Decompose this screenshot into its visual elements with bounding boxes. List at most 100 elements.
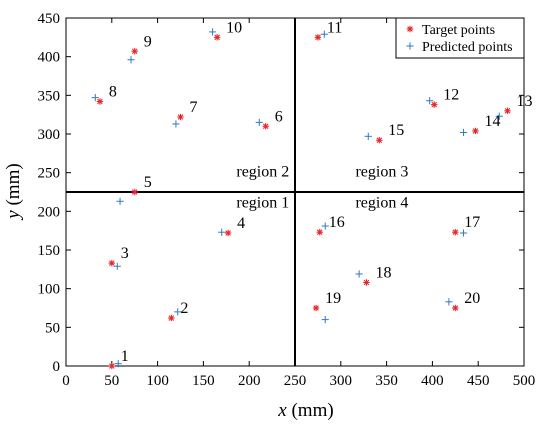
x-tick-label: 250 (284, 373, 307, 389)
x-tick-label: 150 (192, 373, 215, 389)
target-point-mark (224, 229, 232, 237)
x-tick-label: 300 (330, 373, 353, 389)
x-axis-label-var: x (277, 400, 287, 421)
x-tick-label: 50 (104, 373, 119, 389)
region-dividers (66, 18, 524, 366)
predicted-point-mark (174, 308, 182, 316)
predicted-point-mark (208, 28, 217, 36)
y-tick-label: 300 (38, 127, 61, 143)
asterisk-stroke (214, 34, 220, 41)
target-point-mark (312, 304, 320, 312)
y-axis-label-var: y (3, 210, 24, 221)
region-label: region 4 (355, 194, 408, 211)
y-axis-label-unit: (mm) (3, 163, 24, 210)
region-label: region 1 (236, 194, 289, 211)
asterisk-stroke (452, 229, 459, 236)
predicted-point-mark (495, 112, 503, 120)
y-tick-label: 250 (38, 166, 61, 182)
predicted-point-mark (355, 270, 363, 278)
asterisk-stroke (177, 114, 184, 120)
asterisk-stroke (363, 279, 370, 286)
point-id-label: 10 (226, 19, 242, 36)
legend-target-marker (406, 25, 414, 33)
y-tick-label: 200 (38, 204, 61, 220)
asterisk-stroke (225, 230, 231, 236)
target-point-mark (431, 101, 438, 108)
y-tick-label: 150 (38, 243, 61, 259)
target-point-mark (314, 34, 322, 41)
predicted-point-mark (459, 229, 468, 237)
x-tick-label: 350 (375, 373, 398, 389)
predicted-point-mark (320, 30, 328, 38)
target-point-mark (177, 113, 184, 121)
y-tick-label: 50 (45, 320, 60, 336)
region-label: region 3 (355, 164, 408, 181)
point-id-label: 3 (121, 245, 129, 262)
target-point-mark (262, 123, 269, 130)
predicted-point-mark (113, 262, 121, 270)
predicted-point-mark (321, 316, 329, 324)
legend: Target points Predicted points (395, 17, 525, 59)
point-id-label: 16 (329, 214, 345, 231)
target-point-mark (504, 107, 511, 114)
asterisk-stroke (452, 305, 459, 311)
point-id-label: 14 (484, 113, 500, 130)
predicted-point-mark (127, 56, 135, 64)
point-id-label: 5 (144, 174, 152, 191)
target-point-mark (168, 314, 175, 322)
point-id-label: 19 (325, 290, 341, 307)
asterisk-stroke (109, 363, 115, 369)
predicted-point-mark (445, 298, 453, 306)
y-tick-label: 450 (38, 11, 61, 27)
point-id-label: 2 (180, 300, 188, 317)
point-id-label: 8 (109, 84, 117, 101)
target-point-mark (108, 362, 115, 370)
target-point-mark (472, 127, 479, 135)
region-labels: region 1 region 2 region 3 region 4 (236, 164, 408, 212)
legend-predicted-label: Predicted points (422, 40, 513, 55)
region-label: region 2 (236, 164, 289, 181)
predicted-point-mark (172, 120, 180, 128)
asterisk-stroke (262, 123, 269, 130)
target-point-mark (108, 259, 115, 267)
asterisk-stroke (313, 305, 319, 311)
legend-target-label: Target points (422, 23, 495, 38)
data-marks (91, 28, 511, 370)
predicted-point-mark (91, 94, 99, 102)
x-tick-label: 0 (62, 373, 70, 389)
point-id-label: 9 (144, 33, 152, 50)
point-id-label: 4 (237, 215, 245, 232)
target-point-mark (131, 48, 138, 55)
predicted-point-mark (364, 132, 372, 140)
asterisk-stroke (316, 229, 323, 236)
legend-box (395, 17, 525, 59)
asterisk-stroke (504, 108, 511, 114)
asterisk-stroke (97, 98, 103, 105)
target-point-mark (452, 229, 459, 236)
y-tick-label: 100 (38, 282, 61, 298)
point-id-label: 1 (121, 348, 129, 365)
target-point-mark (452, 304, 459, 312)
predicted-point-mark (255, 118, 263, 126)
tick-labels: 0 50 100 150 200 250 300 350 400 450 500 0 50 100 150 2… (38, 11, 536, 389)
target-point-mark (213, 34, 221, 41)
predicted-point-mark (114, 360, 122, 368)
x-tick-label: 500 (513, 373, 536, 389)
point-id-label: 13 (517, 93, 533, 110)
asterisk-stroke (431, 101, 438, 108)
target-point-mark (131, 188, 138, 196)
point-id-label: 18 (375, 264, 391, 281)
point-id-label: 15 (388, 122, 404, 139)
target-point-mark (363, 279, 370, 286)
y-tick-label: 0 (53, 359, 61, 375)
x-axis-label-unit: (mm) (287, 400, 334, 421)
y-tick-label: 350 (38, 88, 61, 104)
target-point-mark (376, 136, 383, 144)
x-tick-label: 450 (467, 373, 490, 389)
asterisk-stroke (109, 260, 115, 266)
asterisk-stroke (472, 128, 479, 134)
asterisk-stroke (376, 137, 383, 143)
x-axis-label: x (mm) (277, 400, 333, 421)
